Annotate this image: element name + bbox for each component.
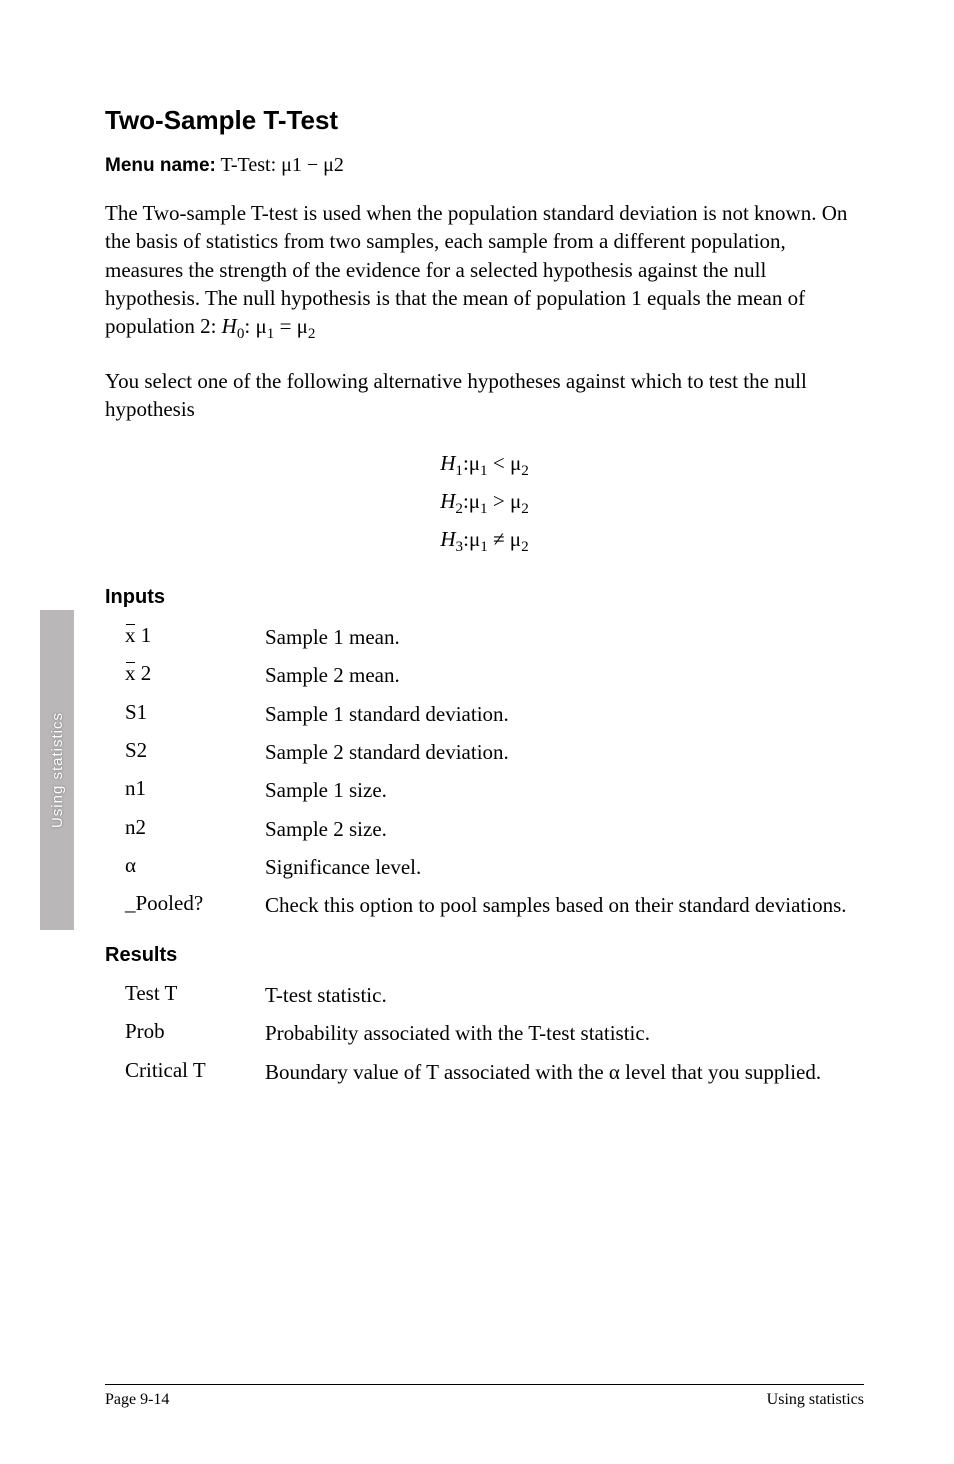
result-row: Critical T Boundary value of T associate… [125,1058,864,1086]
input-row: n1 Sample 1 size. [125,776,864,804]
input-term: x 2 [125,661,265,686]
input-row: S2 Sample 2 standard deviation. [125,738,864,766]
input-term: S1 [125,700,265,725]
paragraph-select: You select one of the following alternat… [105,367,864,424]
inputs-table: x 1 Sample 1 mean. x 2 Sample 2 mean. S1… [125,623,864,920]
results-heading: Results [105,944,864,967]
result-desc: Boundary value of T associated with the … [265,1058,821,1086]
side-tab: Using statistics [40,610,74,930]
result-term: Test T [125,981,265,1006]
inputs-heading: Inputs [105,586,864,609]
input-row: x 2 Sample 2 mean. [125,661,864,689]
document-page: Using statistics Two-Sample T-Test Menu … [0,0,954,1464]
input-desc: Sample 2 standard deviation. [265,738,509,766]
results-table: Test T T-test statistic. Prob Probabilit… [125,981,864,1086]
result-row: Prob Probability associated with the T-t… [125,1019,864,1047]
menu-label: Menu name: [105,155,216,176]
result-desc: Probability associated with the T-test s… [265,1019,650,1047]
input-term: S2 [125,738,265,763]
paragraph-intro: The Two-sample T-test is used when the p… [105,199,864,345]
menu-line: Menu name: T-Test: μ1 − μ2 [105,154,864,177]
hypothesis-line: H3:μ1 ≠ μ2 [105,522,864,560]
page-footer: Page 9-14 Using statistics [105,1384,864,1409]
result-row: Test T T-test statistic. [125,981,864,1009]
footer-section: Using statistics [767,1391,864,1409]
menu-value: T-Test: μ1 − μ2 [221,154,344,176]
input-row: _Pooled? Check this option to pool sampl… [125,891,864,919]
input-desc: Sample 2 size. [265,815,387,843]
input-desc: Sample 1 size. [265,776,387,804]
result-desc: T-test statistic. [265,981,387,1009]
input-term: x 1 [125,623,265,648]
input-desc: Check this option to pool samples based … [265,891,847,919]
hypotheses-block: H1:μ1 < μ2 H2:μ1 > μ2 H3:μ1 ≠ μ2 [105,446,864,560]
input-term: _Pooled? [125,891,265,916]
input-term: α [125,853,265,878]
hypothesis-line: H2:μ1 > μ2 [105,484,864,522]
input-desc: Sample 1 mean. [265,623,400,651]
input-row: n2 Sample 2 size. [125,815,864,843]
side-tab-label: Using statistics [49,712,66,828]
input-row: x 1 Sample 1 mean. [125,623,864,651]
input-row: S1 Sample 1 standard deviation. [125,700,864,728]
result-term: Critical T [125,1058,265,1083]
input-term: n1 [125,776,265,801]
input-desc: Sample 2 mean. [265,661,400,689]
result-term: Prob [125,1019,265,1044]
input-desc: Significance level. [265,853,421,881]
hypothesis-line: H1:μ1 < μ2 [105,446,864,484]
page-title: Two-Sample T-Test [105,105,864,136]
input-term: n2 [125,815,265,840]
input-desc: Sample 1 standard deviation. [265,700,509,728]
input-row: α Significance level. [125,853,864,881]
footer-page-number: Page 9-14 [105,1391,169,1409]
